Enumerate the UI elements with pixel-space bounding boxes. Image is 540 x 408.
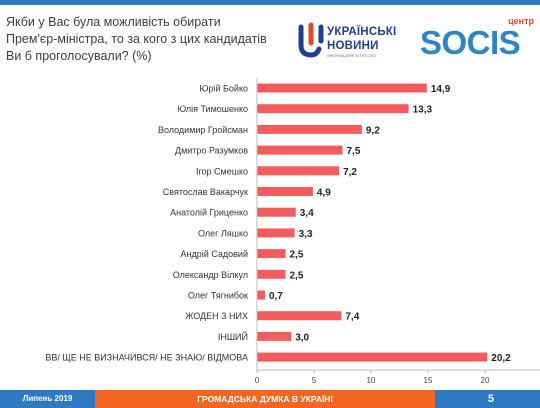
- category-label: Олег Тягнибок: [188, 291, 248, 301]
- value-label: 13,3: [413, 105, 433, 116]
- title-line-3: Ви б проголосували? (%): [6, 49, 152, 63]
- bar: [257, 269, 286, 279]
- value-label: 4,9: [317, 188, 331, 199]
- category-label: Юлія Тимошенко: [177, 104, 248, 114]
- x-tick-label: 15: [424, 376, 433, 385]
- ukrainski-novyny-logo: УКРАЇНСЬКІ НОВИНИ ІНФОРМАЦІЙНЕ АГЕНТСТВО: [297, 21, 412, 61]
- bar: [257, 311, 342, 321]
- value-label: 7,4: [345, 312, 359, 323]
- category-label: Володимир Гройсман: [158, 125, 248, 135]
- logo-text-line-2: НОВИНИ: [327, 40, 379, 52]
- bar: [257, 207, 296, 217]
- category-label: Олександр Вілкул: [173, 270, 248, 280]
- title-line-2: Прем'єр-міністра, то за кого з цих канди…: [6, 32, 267, 46]
- value-label: 20,2: [491, 353, 511, 364]
- footer: Липень 2019 ГРОМАДСЬКА ДУМКА В УКРАЇНІ 5: [0, 388, 540, 408]
- value-label: 9,2: [366, 125, 380, 136]
- category-label: Юрій Бойко: [199, 84, 248, 94]
- value-label: 0,7: [269, 291, 283, 302]
- category-label: Дмитро Разумков: [175, 146, 248, 156]
- bar: [257, 331, 292, 341]
- footer-date: Липень 2019: [0, 390, 95, 408]
- page-number: 5: [487, 393, 494, 405]
- category-label: Андрій Садовий: [181, 249, 248, 259]
- value-label: 3,4: [300, 208, 314, 219]
- category-label: Олег Ляшко: [198, 228, 248, 238]
- value-label: 7,5: [347, 146, 361, 157]
- socis-small-text: центр: [508, 16, 534, 26]
- socis-wordmark: SOCIS: [420, 24, 521, 61]
- category-label: ВВ/ ЩЕ НЕ ВИЗНАЧИВСЯ/ НЕ ЗНАЮ/ ВІДМОВА: [45, 353, 248, 363]
- category-label: Ігор Смешко: [196, 166, 248, 176]
- socis-logo: центр SOCIS: [420, 16, 536, 61]
- title-line-1: Якби у Вас була можливість обирати: [6, 15, 221, 29]
- bar: [257, 166, 340, 176]
- bar: [257, 187, 313, 196]
- bar: [257, 352, 488, 362]
- ukrainski-novyny-mark-icon: [298, 22, 324, 58]
- category-label: Анатолій Гриценко: [170, 208, 248, 218]
- value-label: 3,3: [299, 229, 313, 240]
- value-label: 2,5: [290, 270, 304, 281]
- category-label: Святослав Вакарчук: [163, 187, 248, 197]
- top-accent-bar: [0, 0, 540, 5]
- x-tick-label: 20: [481, 376, 490, 385]
- x-tick-label: 5: [312, 376, 317, 385]
- bar: [257, 145, 343, 155]
- value-label: 3,0: [295, 332, 309, 343]
- bar: [257, 124, 362, 134]
- bar: [257, 83, 427, 93]
- chart-title: Якби у Вас була можливість обирати Прем'…: [6, 14, 306, 65]
- category-label: ЖОДЕН З НИХ: [185, 311, 248, 321]
- x-tick-label: 10: [367, 376, 376, 385]
- category-label: ІНШИЙ: [218, 331, 248, 342]
- logo-text-line-1: УКРАЇНСЬКІ: [327, 26, 397, 38]
- bar-chart: Юрій Бойко 14,9 Юлія Тимошенко 13,3 Володими…: [45, 78, 540, 385]
- value-label: 7,2: [343, 167, 357, 178]
- bar: [257, 104, 409, 114]
- footer-caption: ГРОМАДСЬКА ДУМКА В УКРАЇНІ: [95, 390, 435, 408]
- bar: [257, 249, 286, 259]
- value-label: 2,5: [290, 250, 304, 261]
- bar: [257, 290, 265, 300]
- bar: [257, 228, 295, 238]
- value-label: 14,9: [431, 84, 451, 95]
- logo-text-line-3: ІНФОРМАЦІЙНЕ АГЕНТСТВО: [327, 54, 377, 58]
- footer-page-number-box: 5: [435, 390, 540, 408]
- x-tick-label: 0: [255, 376, 260, 385]
